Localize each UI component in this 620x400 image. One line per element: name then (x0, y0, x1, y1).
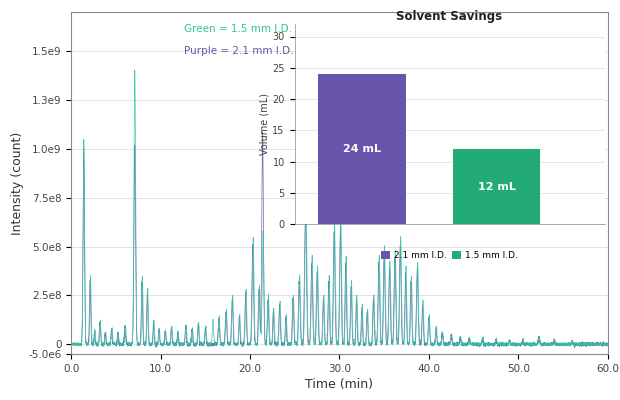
X-axis label: Time (min): Time (min) (306, 378, 373, 391)
Bar (453, 149, 541, 224)
Text: 12 mL: 12 mL (478, 182, 516, 192)
Text: Green = 1.5 mm I.D. column: Green = 1.5 mm I.D. column (184, 24, 334, 34)
Text: Purple = 2.1 mm I.D. column: Purple = 2.1 mm I.D. column (184, 46, 335, 56)
Title: Solvent Savings: Solvent Savings (396, 10, 503, 23)
Y-axis label: Intensity (count): Intensity (count) (11, 131, 24, 235)
Y-axis label: Volume (mL): Volume (mL) (260, 93, 270, 155)
Bar (318, 74, 405, 224)
Legend: 2.1 mm I.D., 1.5 mm I.D.: 2.1 mm I.D., 1.5 mm I.D. (378, 247, 521, 264)
Text: 24 mL: 24 mL (343, 144, 381, 154)
